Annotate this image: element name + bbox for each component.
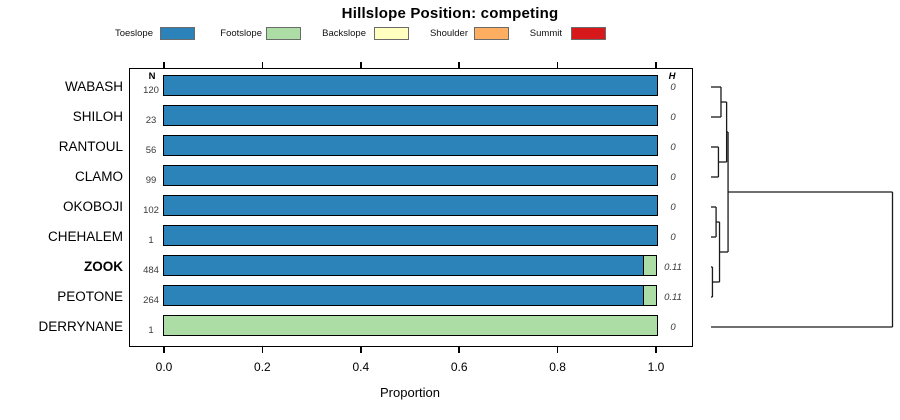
legend-swatch-shoulder (474, 27, 509, 40)
x-axis-tick (458, 347, 460, 353)
bar-segment-toeslope (162, 255, 647, 276)
legend-label-shoulder: Shoulder (429, 28, 468, 39)
n-value: 102 (143, 205, 159, 216)
x-axis-tick (360, 347, 362, 353)
h-value: 0 (670, 112, 676, 123)
h-value: 0 (670, 202, 676, 213)
bar-segment-toeslope (162, 225, 658, 246)
x-axis-tick-label: 0.2 (254, 360, 271, 374)
x-axis-tick (261, 347, 264, 353)
x-axis-title: Proportion (380, 385, 440, 400)
h-column-header: H (668, 71, 676, 82)
x-axis-tick-top (458, 62, 460, 68)
n-value: 264 (143, 295, 159, 306)
legend-swatch-footslope (266, 27, 301, 40)
series-label-peotone: PEOTONE (57, 289, 123, 304)
bar-segment-toeslope (162, 195, 658, 216)
h-value: 0 (670, 142, 676, 153)
n-value: 1 (148, 235, 154, 246)
bar-segment-toeslope (162, 75, 658, 96)
x-axis-tick (655, 347, 657, 353)
h-value: 0 (670, 322, 676, 333)
bar-segment-footslope (162, 315, 658, 336)
bar-segment-toeslope (162, 105, 658, 126)
x-axis-tick-top (261, 62, 264, 68)
x-axis-tick-label: 0.0 (155, 360, 173, 374)
x-axis-tick-label: 0.8 (549, 360, 566, 374)
n-column-header: N (148, 71, 156, 82)
series-label-derrynane: DERRYNANE (38, 319, 123, 334)
h-value: 0.11 (664, 262, 682, 273)
series-label-rantoul: RANTOUL (58, 139, 123, 154)
x-axis-tick-top (360, 62, 362, 68)
n-value: 1 (148, 325, 154, 336)
n-value: 99 (145, 175, 157, 186)
legend-label-toeslope: Toeslope (114, 28, 153, 39)
x-axis-tick (163, 347, 165, 353)
series-label-wabash: WABASH (64, 79, 123, 94)
legend-swatch-backslope (374, 27, 409, 40)
legend-swatch-toeslope (160, 27, 195, 40)
legend-label-footslope: Footslope (220, 28, 262, 39)
series-label-chehalem: CHEHALEM (47, 229, 123, 244)
legend-label-summit: Summit (529, 28, 562, 39)
bar-segment-footslope (643, 285, 658, 306)
bar-segment-footslope (643, 255, 658, 276)
n-value: 484 (143, 265, 159, 276)
x-axis-tick-label: 0.6 (450, 360, 468, 374)
series-label-okoboji: OKOBOJI (62, 199, 123, 214)
legend-label-backslope: Backslope (322, 28, 366, 39)
h-value: 0 (670, 82, 676, 93)
n-value: 120 (143, 85, 159, 96)
x-axis-tick-top (655, 62, 657, 68)
x-axis-tick-top (163, 62, 165, 68)
series-label-shiloh: SHILOH (72, 109, 123, 124)
x-axis-tick (556, 347, 559, 353)
legend-swatch-summit (571, 27, 606, 40)
n-value: 56 (145, 145, 157, 156)
series-label-clamo: CLAMO (74, 169, 123, 184)
chart-title: Hillslope Position: competing (341, 5, 559, 22)
bar-segment-toeslope (162, 285, 647, 306)
x-axis-tick-top (556, 62, 559, 68)
h-value: 0 (670, 232, 676, 243)
x-axis-tick-label: 0.4 (352, 360, 370, 374)
bar-segment-toeslope (162, 135, 658, 156)
x-axis-tick-label: 1.0 (647, 360, 665, 374)
series-label-zook: ZOOK (84, 259, 123, 274)
h-value: 0 (670, 172, 676, 183)
bar-segment-toeslope (162, 165, 658, 186)
n-value: 23 (145, 115, 157, 126)
h-value: 0.11 (664, 292, 682, 303)
